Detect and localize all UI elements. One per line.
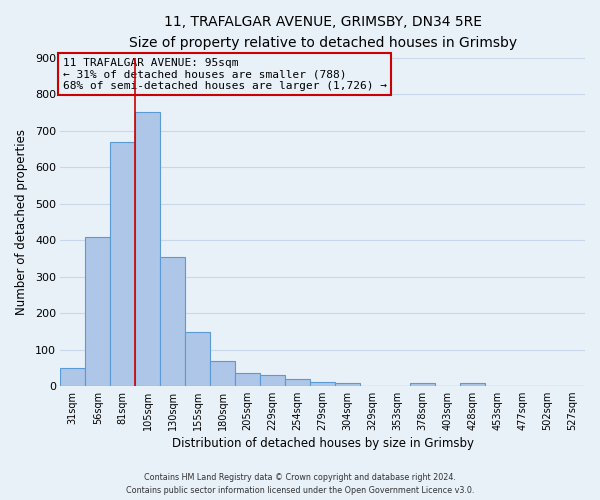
Bar: [410, 384, 435, 386]
Bar: [310, 382, 335, 386]
Bar: [185, 332, 210, 386]
Y-axis label: Number of detached properties: Number of detached properties: [15, 129, 28, 315]
Bar: [160, 256, 185, 386]
Bar: [260, 376, 285, 386]
X-axis label: Distribution of detached houses by size in Grimsby: Distribution of detached houses by size …: [172, 437, 473, 450]
Bar: [85, 236, 110, 386]
Bar: [210, 361, 235, 386]
Bar: [110, 142, 135, 386]
Bar: [135, 112, 160, 386]
Bar: [235, 372, 260, 386]
Bar: [285, 379, 310, 386]
Title: 11, TRAFALGAR AVENUE, GRIMSBY, DN34 5RE
Size of property relative to detached ho: 11, TRAFALGAR AVENUE, GRIMSBY, DN34 5RE …: [128, 15, 517, 50]
Bar: [60, 368, 85, 386]
Text: Contains HM Land Registry data © Crown copyright and database right 2024.
Contai: Contains HM Land Registry data © Crown c…: [126, 474, 474, 495]
Bar: [460, 382, 485, 386]
Text: 11 TRAFALGAR AVENUE: 95sqm
← 31% of detached houses are smaller (788)
68% of sem: 11 TRAFALGAR AVENUE: 95sqm ← 31% of deta…: [63, 58, 387, 91]
Bar: [335, 384, 360, 386]
